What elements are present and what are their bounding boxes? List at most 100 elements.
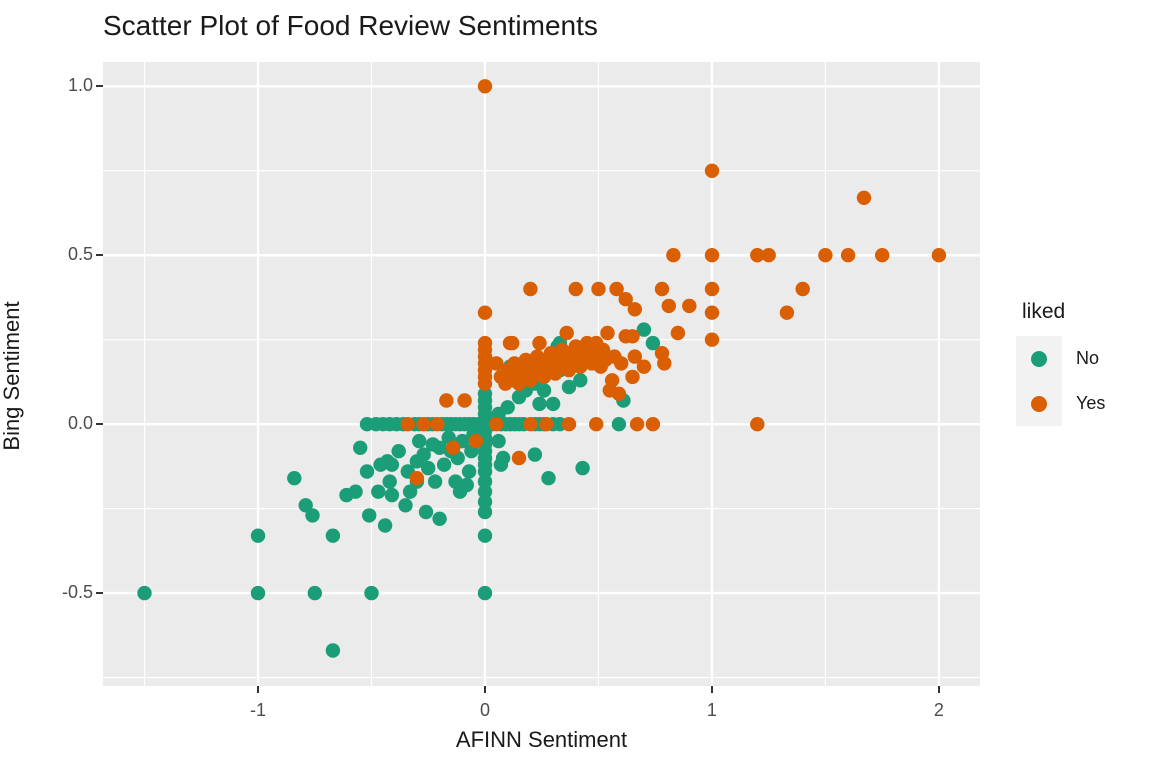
- data-point-yes: [618, 292, 633, 307]
- data-point-yes: [416, 417, 431, 432]
- data-point-no: [495, 450, 511, 466]
- data-point-yes: [670, 325, 686, 341]
- data-point-no: [391, 444, 406, 459]
- scatter-canvas: [103, 62, 980, 686]
- data-point-yes: [568, 281, 583, 297]
- data-point-no: [377, 518, 393, 533]
- y-tick-mark: [96, 254, 103, 257]
- data-point-no: [573, 373, 588, 388]
- data-point-yes: [400, 417, 415, 432]
- y-tick-mark: [96, 85, 103, 88]
- data-point-no: [477, 484, 493, 499]
- data-point-yes: [468, 433, 484, 449]
- data-point-no: [432, 511, 447, 526]
- data-point-yes: [430, 417, 445, 432]
- x-axis-title: AFINN Sentiment: [455, 727, 628, 752]
- data-point-no: [527, 447, 543, 462]
- data-point-yes: [457, 393, 472, 408]
- data-point-yes: [523, 281, 538, 297]
- data-point-yes: [636, 359, 652, 374]
- data-point-no: [348, 484, 363, 499]
- y-tick-label: 0.0: [67, 413, 93, 434]
- x-tick-mark: [257, 686, 260, 693]
- data-point-yes: [661, 298, 676, 314]
- data-point-yes: [625, 329, 640, 344]
- data-point-no: [359, 464, 375, 479]
- legend-dot-no: [1031, 350, 1047, 367]
- data-point-no: [459, 477, 474, 493]
- data-point-yes: [761, 248, 776, 263]
- legend-label-yes: Yes: [1076, 393, 1106, 413]
- plot-panel: [103, 62, 980, 686]
- data-point-no: [325, 643, 341, 658]
- data-point-yes: [477, 79, 493, 94]
- data-point-yes: [561, 417, 577, 432]
- y-tick-label: 0.5: [67, 244, 93, 265]
- data-point-yes: [795, 281, 810, 297]
- data-point-yes: [750, 248, 765, 263]
- data-point-no: [250, 528, 266, 543]
- data-point-no: [384, 457, 400, 472]
- data-point-yes: [645, 417, 661, 432]
- data-point-yes: [539, 417, 554, 432]
- data-point-yes: [505, 335, 520, 351]
- y-tick-mark: [96, 423, 103, 426]
- data-point-yes: [609, 281, 624, 297]
- data-point-yes: [704, 332, 720, 347]
- data-point-no: [305, 508, 320, 523]
- x-tick-mark: [710, 686, 713, 693]
- data-point-no: [427, 474, 443, 489]
- y-tick-label: -0.5: [61, 582, 93, 603]
- x-tick-label: 0: [479, 700, 490, 720]
- data-point-no: [477, 494, 493, 510]
- data-point-no: [432, 440, 447, 455]
- data-point-yes: [750, 417, 765, 432]
- data-point-yes: [704, 281, 720, 297]
- data-point-yes: [627, 349, 642, 364]
- data-point-no: [416, 447, 431, 462]
- data-point-yes: [654, 281, 670, 297]
- data-point-no: [402, 484, 418, 499]
- data-point-no: [561, 379, 577, 395]
- data-point-yes: [611, 386, 627, 401]
- data-point-no: [477, 464, 493, 479]
- data-point-yes: [666, 248, 681, 263]
- data-point-no: [364, 585, 379, 601]
- data-point-no: [137, 585, 152, 601]
- data-point-no: [532, 396, 547, 412]
- data-point-yes: [489, 417, 504, 432]
- data-point-no: [541, 471, 556, 486]
- data-point-yes: [523, 417, 538, 432]
- legend-key-no: [1016, 336, 1062, 381]
- data-point-yes: [532, 335, 547, 351]
- data-point-no: [353, 440, 368, 455]
- legend-dot-yes: [1031, 395, 1047, 412]
- data-point-no: [436, 457, 452, 472]
- legend-entry-yes: Yes: [1016, 381, 1105, 426]
- chart-title: Scatter Plot of Food Review Sentiments: [103, 10, 598, 41]
- data-point-no: [461, 464, 477, 479]
- data-point-no: [645, 335, 661, 351]
- y-axis-title: Bing Sentiment: [0, 301, 24, 451]
- data-point-no: [477, 386, 493, 401]
- data-point-no: [477, 585, 493, 601]
- data-point-no: [382, 474, 397, 489]
- data-point-no: [384, 487, 400, 503]
- data-point-yes: [704, 305, 720, 320]
- legend: liked No Yes: [1016, 300, 1105, 426]
- data-point-no: [250, 585, 266, 601]
- data-point-no: [362, 508, 377, 523]
- data-point-yes: [489, 356, 504, 371]
- data-point-no: [298, 498, 313, 513]
- data-point-no: [371, 484, 386, 499]
- data-point-yes: [439, 393, 454, 408]
- legend-title: liked: [1022, 300, 1066, 323]
- data-point-no: [477, 474, 493, 489]
- data-point-yes: [589, 417, 604, 432]
- data-point-no: [418, 504, 434, 520]
- data-point-no: [491, 433, 506, 449]
- data-point-no: [636, 322, 652, 337]
- data-point-yes: [704, 248, 720, 263]
- data-point-no: [398, 498, 413, 513]
